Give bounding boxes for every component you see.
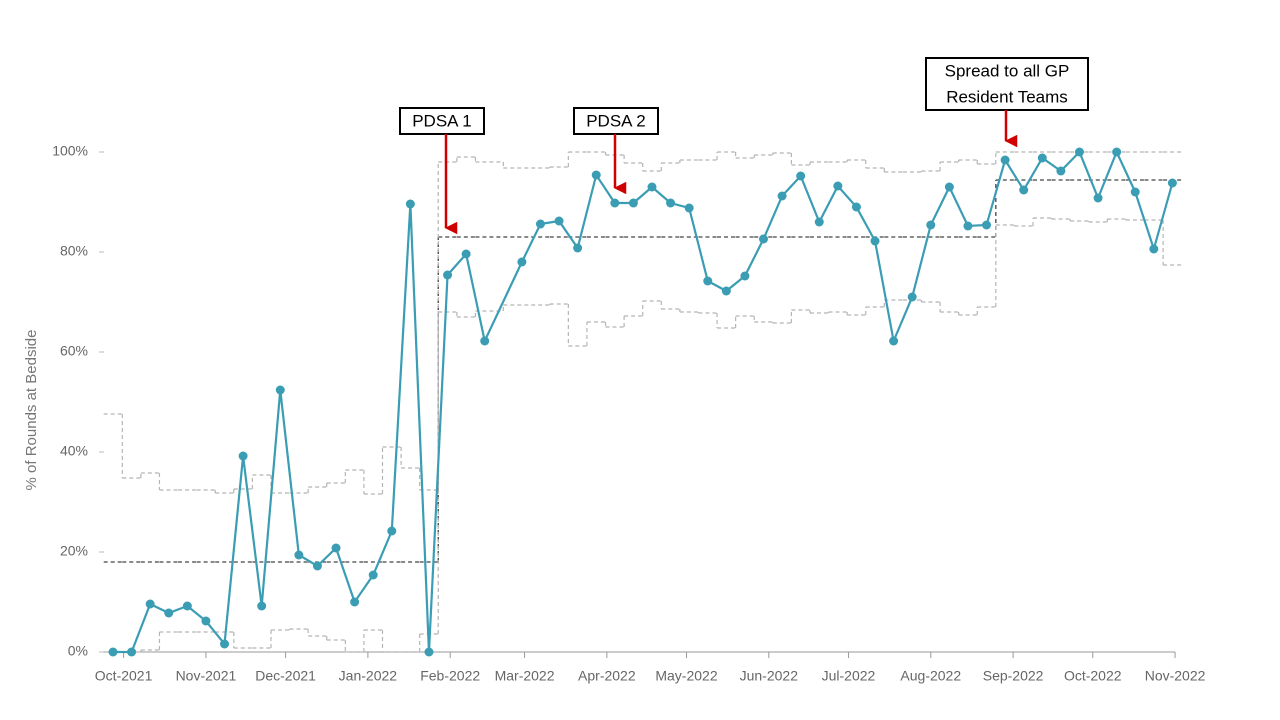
y-tick-label: 20% (60, 543, 88, 559)
data-point (814, 217, 824, 227)
data-point (1130, 187, 1140, 197)
data-point (944, 182, 954, 192)
data-point (870, 236, 880, 246)
y-tick-label: 100% (52, 143, 88, 159)
x-tick-label: Mar-2022 (495, 668, 555, 684)
data-point (851, 202, 861, 212)
data-point (108, 647, 118, 657)
data-point (461, 249, 471, 259)
annotation-text: PDSA 1 (412, 111, 472, 130)
annotation-text: PDSA 2 (586, 111, 646, 130)
x-tick-label: Jan-2022 (339, 668, 398, 684)
annotation-box (573, 107, 659, 135)
data-point (127, 647, 137, 657)
data-point (275, 385, 285, 395)
x-tick-label: Nov-2021 (176, 668, 237, 684)
x-tick-label: Sep-2022 (983, 668, 1044, 684)
y-tick-label: 0% (68, 643, 88, 659)
data-point (312, 561, 322, 571)
data-point (331, 543, 341, 553)
data-point (145, 599, 155, 609)
data-point (907, 292, 917, 302)
y-tick-label: 60% (60, 343, 88, 359)
data-point (684, 203, 694, 213)
data-point (238, 451, 248, 461)
data-point (1149, 244, 1159, 254)
data-point (350, 597, 360, 607)
data-point (405, 199, 415, 209)
annotation-box (925, 57, 1089, 111)
data-point (796, 171, 806, 181)
data-point (443, 270, 453, 280)
data-point (703, 276, 713, 286)
data-point (759, 234, 769, 244)
data-point (666, 198, 676, 208)
data-point (1056, 166, 1066, 176)
data-point (535, 219, 545, 229)
data-point (164, 608, 174, 618)
x-tick-label: Oct-2022 (1064, 668, 1122, 684)
annotation-text: Resident Teams (946, 87, 1068, 106)
data-point (1019, 185, 1029, 195)
x-tick-label: Nov-2022 (1145, 668, 1206, 684)
data-point (610, 198, 620, 208)
data-point (257, 601, 267, 611)
x-tick-label: Apr-2022 (578, 668, 636, 684)
data-point (201, 616, 211, 626)
data-point (647, 182, 657, 192)
data-point (777, 191, 787, 201)
data-point (889, 336, 899, 346)
data-point (368, 570, 378, 580)
data-point (1112, 147, 1122, 157)
x-tick-label: Feb-2022 (420, 668, 480, 684)
data-point (1093, 193, 1103, 203)
x-tick-label: Jun-2022 (740, 668, 799, 684)
x-tick-label: May-2022 (655, 668, 717, 684)
data-point (220, 639, 230, 649)
data-point (963, 221, 973, 231)
data-point (721, 286, 731, 296)
data-point (294, 550, 304, 560)
data-point (387, 526, 397, 536)
data-point (628, 198, 638, 208)
data-point (424, 647, 434, 657)
annotation-text: Spread to all GP (945, 61, 1070, 80)
data-point (554, 216, 564, 226)
x-tick-label: Oct-2021 (95, 668, 153, 684)
data-point (573, 243, 583, 253)
data-point (480, 336, 490, 346)
data-point (591, 170, 601, 180)
y-axis-label: % of Rounds at Bedside (23, 330, 40, 491)
x-tick-label: Dec-2021 (255, 668, 316, 684)
x-tick-label: Jul-2022 (822, 668, 876, 684)
data-point (1037, 153, 1047, 163)
data-point (740, 271, 750, 281)
data-point (1074, 147, 1084, 157)
x-tick-label: Aug-2022 (900, 668, 961, 684)
y-tick-label: 80% (60, 243, 88, 259)
y-tick-label: 40% (60, 443, 88, 459)
data-point (1167, 178, 1177, 188)
data-point (182, 601, 192, 611)
data-point (833, 181, 843, 191)
annotation-box (399, 107, 485, 135)
data-point (1000, 155, 1010, 165)
data-point (982, 220, 992, 230)
data-point (517, 257, 527, 267)
data-point (926, 220, 936, 230)
